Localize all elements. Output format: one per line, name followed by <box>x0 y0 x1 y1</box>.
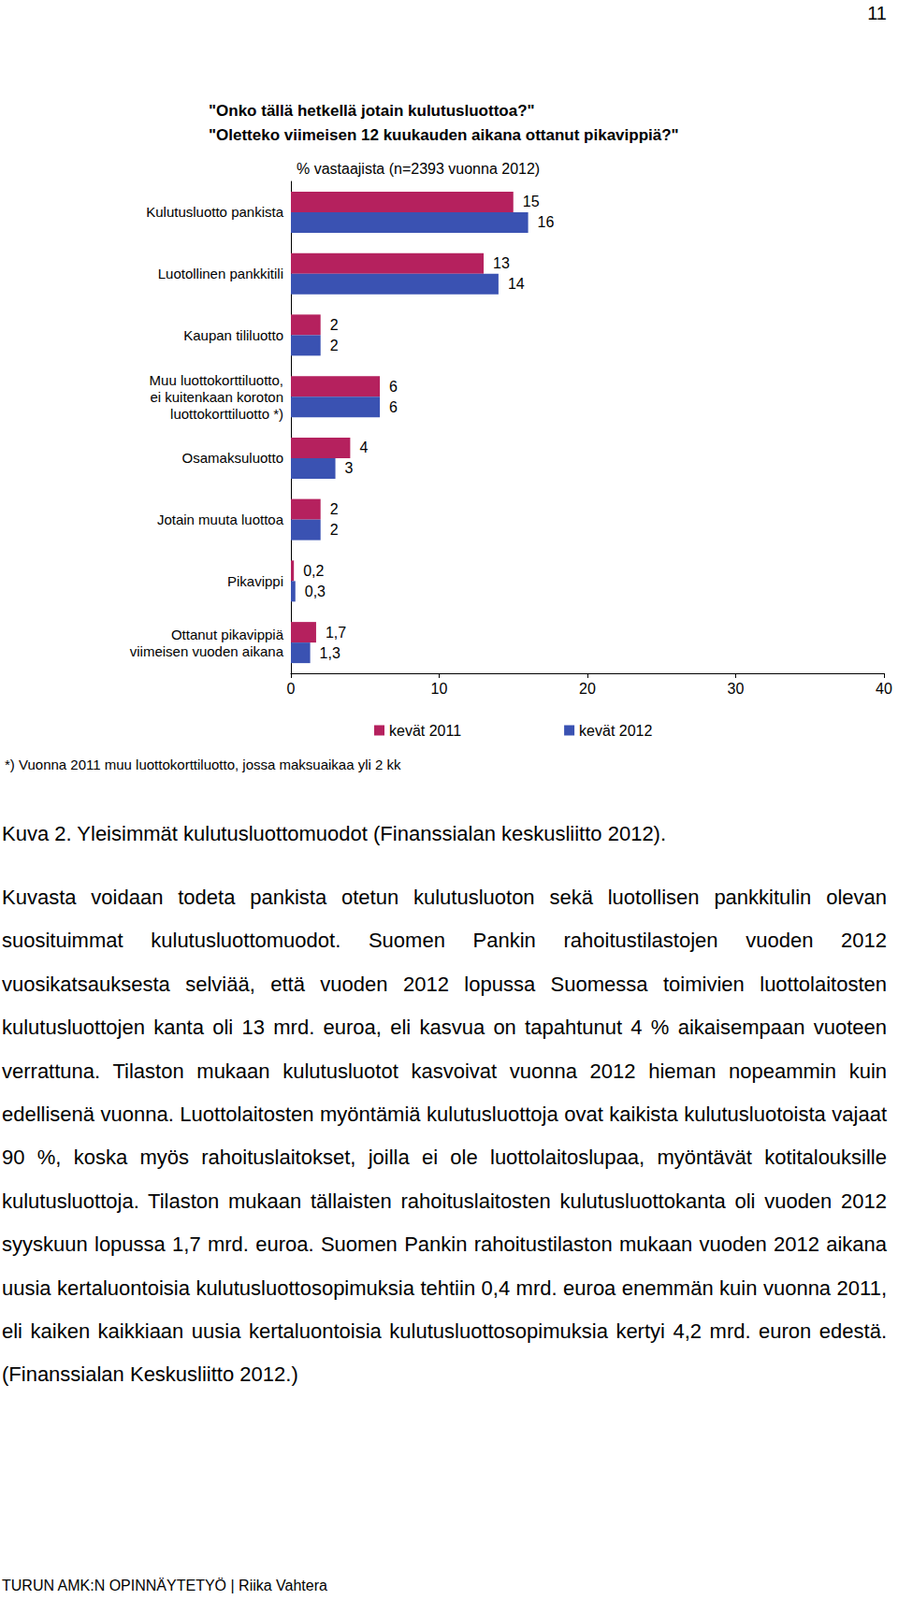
svg-text:3: 3 <box>345 460 354 477</box>
svg-text:Luotollinen pankkitili: Luotollinen pankkitili <box>158 265 284 282</box>
html-text:TURUN AMK:N OPINNÄYTETYÖ | Rii: TURUN AMK:N OPINNÄYTETYÖ | Riika Vahtera <box>1 1578 328 1594</box>
svg-text:Ottanut pikavippiä: Ottanut pikavippiä <box>171 626 285 643</box>
svg-text:"Oletteko viimeisen 12 kuukaud: "Oletteko viimeisen 12 kuukauden aikana … <box>208 126 680 145</box>
svg-text:2: 2 <box>330 337 339 354</box>
svg-text:2: 2 <box>330 317 339 334</box>
svg-text:Kulutusluotto pankista: Kulutusluotto pankista <box>145 203 284 220</box>
svg-text:Pikavippi: Pikavippi <box>227 573 284 590</box>
svg-text:14: 14 <box>507 275 525 292</box>
svg-text:0,3: 0,3 <box>304 583 326 600</box>
svg-text:Osamaksuluotto: Osamaksuluotto <box>182 449 284 466</box>
svg-text:6: 6 <box>389 399 398 416</box>
svg-text:"Onko tällä hetkellä jotain ku: "Onko tällä hetkellä jotain kulutusluott… <box>208 101 536 120</box>
svg-text:15: 15 <box>522 193 540 210</box>
svg-text:1,7: 1,7 <box>325 624 347 641</box>
svg-text:*) Vuonna 2011 muu luottokortt: *) Vuonna 2011 muu luottokorttiluotto, j… <box>4 756 402 773</box>
svg-text:1,3: 1,3 <box>319 645 341 662</box>
svg-text:10: 10 <box>431 680 449 697</box>
svg-text:Muu luottokorttiluotto,: Muu luottokorttiluotto, <box>149 372 284 389</box>
html-text:Kuvasta voidaan todeta pankist: Kuvasta voidaan todeta pankista otetun k… <box>1 885 887 1387</box>
svg-text:luottokorttiluotto *): luottokorttiluotto *) <box>170 405 284 422</box>
svg-text:40: 40 <box>875 680 893 697</box>
svg-text:viimeisen vuoden aikana: viimeisen vuoden aikana <box>130 643 285 660</box>
svg-text:kevät 2012: kevät 2012 <box>579 723 652 739</box>
svg-text:2: 2 <box>330 521 339 538</box>
svg-text:30: 30 <box>727 680 745 697</box>
html-text:Kuva 2. Yleisimmät kulutusluot: Kuva 2. Yleisimmät kulutusluottomuodot (… <box>1 822 667 846</box>
svg-text:% vastaajista (n=2393 vuonna 2: % vastaajista (n=2393 vuonna 2012) <box>296 160 540 177</box>
svg-text:6: 6 <box>389 378 398 395</box>
svg-text:0,2: 0,2 <box>303 563 324 580</box>
html-text:11: 11 <box>867 2 887 24</box>
svg-text:20: 20 <box>579 680 596 697</box>
svg-text:Jotain muuta luottoa: Jotain muuta luottoa <box>157 511 285 528</box>
svg-text:2: 2 <box>330 501 339 518</box>
svg-text:16: 16 <box>537 214 555 231</box>
svg-text:0: 0 <box>287 680 296 697</box>
svg-text:13: 13 <box>492 255 510 272</box>
svg-text:4: 4 <box>359 439 368 456</box>
svg-text:kevät 2011: kevät 2011 <box>389 723 462 739</box>
svg-text:Kaupan tililuotto: Kaupan tililuotto <box>183 327 284 344</box>
svg-text:ei kuitenkaan koroton: ei kuitenkaan koroton <box>149 389 284 406</box>
